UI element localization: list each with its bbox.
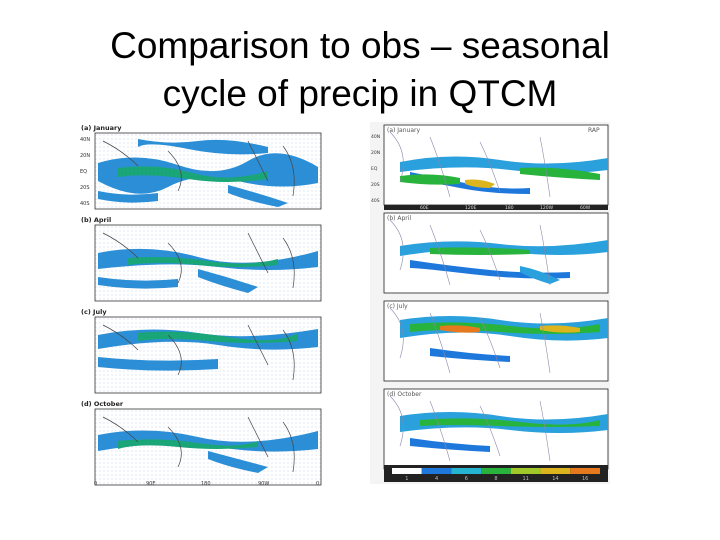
lat-tick: 20N <box>80 153 90 159</box>
obs-panel-april: (b) April <box>383 212 609 294</box>
colorbar-tick: 8 <box>494 476 497 482</box>
lat-tick: 20N <box>371 150 380 156</box>
obs-panel-october: (d) October <box>383 388 609 470</box>
colorbar-swatch <box>451 468 482 474</box>
panel-tag: RAP <box>588 127 600 134</box>
lon-tick: 180 <box>201 481 211 487</box>
colorbar-tick: 6 <box>465 476 468 482</box>
colorbar-tick: 14 <box>552 476 558 482</box>
lat-tick: 40S <box>371 198 380 204</box>
lat-tick: 20S <box>371 182 380 188</box>
model-precip-figure: (a) January (b) April (c) July <box>78 121 323 489</box>
slide-title-line1: Comparison to obs – seasonal <box>110 25 610 66</box>
lat-tick: EQ <box>371 166 378 172</box>
panel-label: (a) January <box>81 124 122 132</box>
slide-title: Comparison to obs – seasonal cycle of pr… <box>0 22 720 118</box>
precip-colorbar: 1 4 6 8 11 14 16 <box>384 465 608 482</box>
panel-label: (c) July <box>387 303 408 310</box>
left-lon-ticks: 0 90E 180 90W 0 <box>94 481 319 487</box>
lon-tick: 60W <box>580 205 591 211</box>
panel-label: (b) April <box>387 215 411 222</box>
lon-tick: 90W <box>258 481 269 487</box>
obs-panel-july: (c) July <box>383 300 609 382</box>
right-lon-ticks: 60E 120E 180 120W 60W <box>420 205 591 211</box>
model-panel-july: (c) July <box>81 308 322 394</box>
lat-tick: 40N <box>80 137 90 143</box>
colorbar-tick: 4 <box>435 476 438 482</box>
lon-tick: 120E <box>465 205 477 211</box>
lon-tick: 0 <box>94 481 97 487</box>
model-panel-january: (a) January <box>81 124 322 210</box>
lon-tick: 0 <box>316 481 319 487</box>
colorbar-swatch <box>421 468 452 474</box>
panel-label: (c) July <box>81 308 107 316</box>
lon-tick: 60E <box>420 205 429 211</box>
model-panel-october: (d) October <box>81 400 322 486</box>
colorbar-swatch <box>510 468 541 474</box>
colorbar-tick: 11 <box>523 476 529 482</box>
panel-label: (b) April <box>81 216 111 224</box>
colorbar-swatch <box>540 468 571 474</box>
colorbar-swatch <box>481 468 511 474</box>
lat-tick: EQ <box>80 169 87 175</box>
lat-tick: 40S <box>80 201 90 207</box>
right-lat-ticks: 40N 20N EQ 20S 40S <box>371 134 380 204</box>
colorbar-tick: 16 <box>582 476 588 482</box>
lat-tick: 40N <box>371 134 380 140</box>
observed-precip-figure: (a) January RAP (b) April (c) July <box>370 122 610 484</box>
lon-tick: 90E <box>146 481 156 487</box>
lat-tick: 20S <box>80 185 90 191</box>
panel-label: (a) January <box>387 127 420 134</box>
lon-tick: 180 <box>505 205 514 211</box>
slide-title-line2: cycle of precip in QTCM <box>162 73 558 114</box>
model-precip-maps: (a) January (b) April (c) July <box>80 124 322 487</box>
left-lat-ticks: 40N 20N EQ 20S 40S <box>80 137 90 207</box>
colorbar-swatch <box>392 468 422 474</box>
lon-tick: 120W <box>540 205 554 211</box>
observed-precip-maps: (a) January RAP (b) April (c) July <box>370 122 610 484</box>
model-panel-april: (b) April <box>81 216 322 302</box>
colorbar-tick: 1 <box>405 476 408 482</box>
panel-label: (d) October <box>81 400 124 408</box>
colorbar-swatch <box>570 468 600 474</box>
panel-label: (d) October <box>387 391 422 398</box>
obs-panel-january: (a) January RAP <box>383 124 609 206</box>
